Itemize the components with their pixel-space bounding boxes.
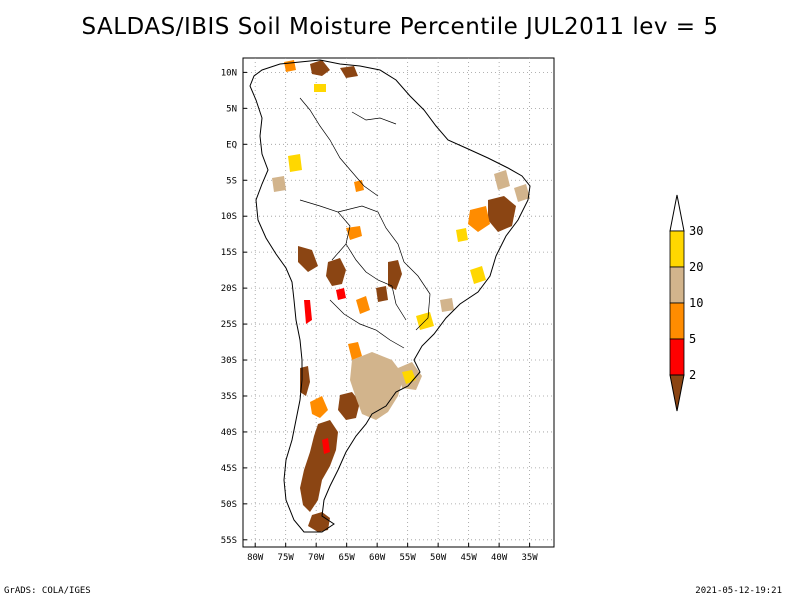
brazil-yellow-se — [470, 266, 486, 284]
center-brown-3 — [376, 286, 388, 302]
lat-tick-label: 15S — [221, 248, 237, 258]
peru-andes-brown — [298, 246, 318, 272]
latitude-labels: 10N 5N EQ 5S 10S 15S 20S 25S 30S 35S 40S 45S 50S 55S — [221, 68, 237, 545]
lat-tick-label: 40S — [221, 428, 237, 438]
map-frame — [242, 57, 555, 548]
venezuela-brown — [310, 60, 330, 76]
lon-tick-label: 45W — [460, 553, 477, 563]
lat-tick-label: EQ — [226, 140, 237, 150]
colorbar-segment — [669, 302, 685, 340]
colorbar-label: 30 — [689, 224, 703, 238]
ne-brazil-tan — [494, 170, 510, 190]
brazil-tan-center — [440, 298, 454, 312]
footer-timestamp: 2021-05-12-19:21 — [695, 586, 782, 596]
chaco-brown-patch — [326, 258, 346, 286]
lon-tick-label: 50W — [430, 553, 447, 563]
amazon-tan — [272, 176, 286, 192]
bolivia-orange — [346, 226, 362, 240]
andes-red-strip — [304, 300, 312, 324]
colorbar-top-arrow — [669, 194, 685, 232]
lon-tick-label: 65W — [339, 553, 356, 563]
lat-tick-label: 45S — [221, 464, 237, 474]
lon-tick-label: 35W — [521, 553, 538, 563]
venezuela-brown-2 — [340, 66, 358, 78]
lon-tick-label: 70W — [308, 553, 325, 563]
lon-tick-label: 60W — [369, 553, 386, 563]
colorbar-label: 10 — [689, 296, 703, 310]
colorbar-label: 2 — [689, 368, 696, 382]
colorbar-label: 20 — [689, 260, 703, 274]
central-argentina-brown — [338, 392, 360, 420]
ne-brazil-yellow — [456, 228, 468, 242]
map-title: SALDAS/IBIS Soil Moisture Percentile JUL… — [81, 14, 719, 40]
ne-brazil-orange — [468, 206, 490, 232]
longitude-labels: 80W 75W 70W 65W 60W 55W 50W 45W 40W 35W — [247, 553, 538, 563]
lat-tick-label: 50S — [221, 500, 237, 510]
lat-tick-label: 10S — [221, 212, 237, 222]
lat-tick-label: 30S — [221, 356, 237, 366]
colorbar-segment — [669, 338, 685, 376]
lon-tick-label: 40W — [491, 553, 508, 563]
lat-tick-label: 10N — [221, 68, 237, 78]
andes-red-2 — [322, 438, 330, 454]
pampas-tan-patch — [350, 352, 404, 420]
lat-tick-label: 20S — [221, 284, 237, 294]
pantanal-brown-patch — [388, 260, 402, 290]
colombia-yellow — [314, 84, 326, 92]
lat-tick-label: 25S — [221, 320, 237, 330]
patagonia-brown-patch-2 — [308, 512, 330, 532]
lat-tick-label: 5S — [226, 176, 237, 186]
center-orange-2 — [348, 342, 362, 360]
lat-tick-label: 5N — [226, 104, 237, 114]
orange-patagonia — [310, 396, 328, 418]
ne-brazil-tan-2 — [514, 184, 530, 202]
lat-tick-label: 55S — [221, 536, 237, 546]
anomaly-patches — [272, 60, 530, 532]
ne-brazil-brown — [488, 196, 516, 232]
colorbar-label: 5 — [689, 332, 696, 346]
country-borders — [299, 97, 431, 349]
center-orange-1 — [356, 296, 370, 314]
colorbar-segment — [669, 266, 685, 304]
lon-tick-label: 80W — [247, 553, 264, 563]
footer-left: GrADS: COLA/IGES — [4, 586, 91, 596]
colorbar-bottom-arrow — [669, 374, 685, 412]
gridlines — [243, 58, 554, 547]
lon-tick-label: 55W — [400, 553, 417, 563]
lon-tick-label: 75W — [278, 553, 295, 563]
lat-tick-label: 35S — [221, 392, 237, 402]
amazon-yellow — [288, 154, 302, 172]
south-america-coastline — [249, 59, 531, 533]
colorbar-segment — [669, 230, 685, 268]
chaco-red-patch — [336, 288, 346, 300]
